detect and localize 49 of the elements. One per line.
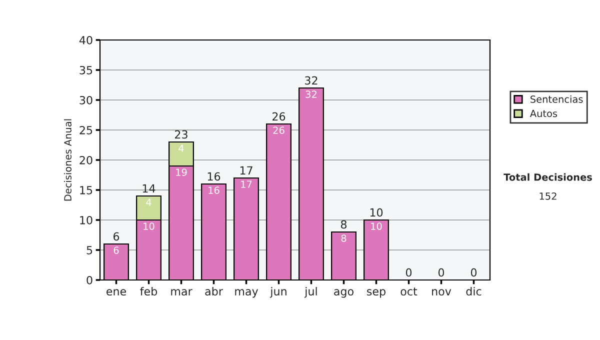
data-label: 10 [144,222,154,230]
data-label: 17 [241,180,252,188]
y-tick-label: 35 [80,66,92,74]
data-label: 4 [178,144,184,152]
total-label: 26 [272,112,286,121]
x-tick-label: may [235,289,258,298]
text: Total Decisiones [504,173,592,181]
y-tick-label: 5 [86,246,92,254]
y-tick-label: 20 [80,156,92,164]
y-tick-label: 10 [80,216,92,224]
x-tick-label: sep [367,289,386,298]
data-label: 4 [146,198,152,206]
data-label: 6 [114,246,119,254]
data-label: 8 [341,234,346,242]
y-tick-label: 0 [86,276,92,284]
x-tick-label: abr [205,286,223,296]
data-label: 10 [371,222,382,230]
data-label: 32 [306,90,316,98]
x-tick-label: ene [106,289,126,296]
total-label: 0 [438,268,444,277]
x-tick-label: feb [140,286,158,296]
x-tick-label: dic [466,286,482,296]
y-tick-label: 25 [80,126,92,134]
total-label: 10 [370,208,383,217]
text: 152 [540,192,556,200]
legend-label: Sentencias [530,95,583,103]
total-label: 17 [240,166,252,174]
data-label: 26 [273,126,284,134]
y-axis-title: Decisiones Anual [64,119,72,201]
x-tick-label: jul [304,286,317,298]
legend-label: Autos [530,110,558,118]
total-label: 32 [305,76,318,85]
data-label: 16 [208,186,220,194]
x-tick-label: mar [171,289,192,296]
total-label: 0 [470,268,477,277]
y-tick-label: 30 [80,96,92,104]
total-label: 8 [340,220,347,229]
x-tick-label: jun [270,286,286,298]
y-tick-label: 40 [79,36,92,44]
total-label: 14 [142,184,156,192]
x-tick-label: oct [400,288,418,296]
total-label: 6 [113,232,120,241]
total-label: 16 [208,172,220,181]
x-tick-label: ago [334,289,354,298]
total-label: 23 [174,130,188,139]
data-label: 19 [176,168,187,176]
x-tick-label: nov [432,289,452,296]
y-tick-label: 15 [80,186,92,194]
total-label: 0 [406,268,412,277]
